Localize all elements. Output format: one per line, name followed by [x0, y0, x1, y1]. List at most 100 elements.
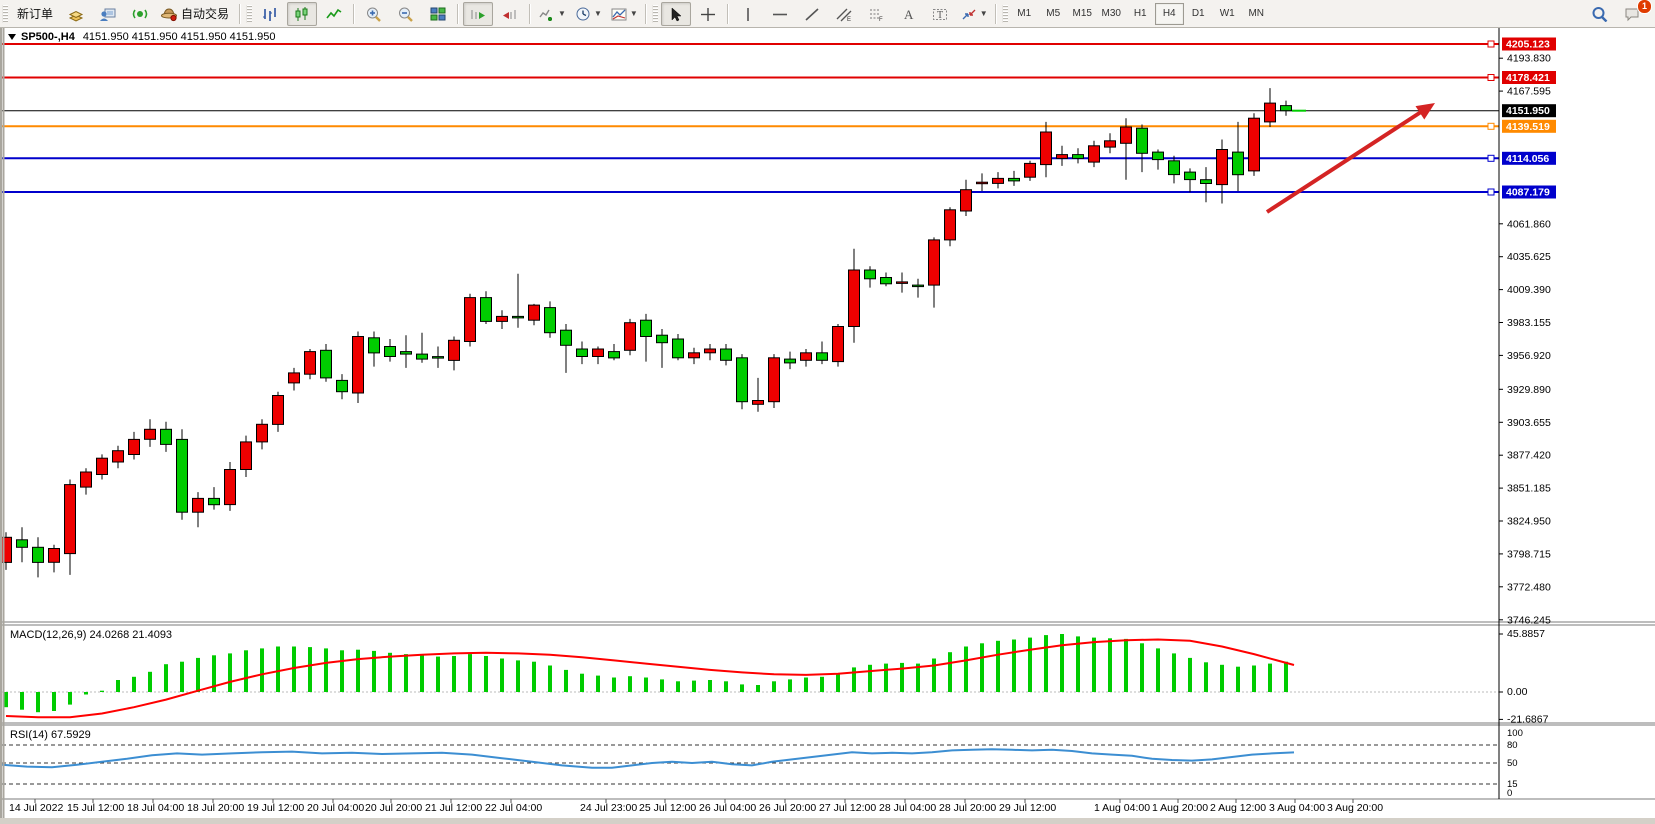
timeframe-M30-button[interactable]: M30 [1101, 8, 1121, 19]
price-tick-label: 3798.715 [1507, 548, 1551, 560]
arrows-button[interactable]: ▼ [957, 2, 991, 26]
price-tick-label: 3983.155 [1507, 317, 1551, 329]
toolbar-separator [644, 3, 647, 24]
price-tick-label: 4009.390 [1507, 284, 1551, 296]
time-tick-label: 28 Jul 20:00 [939, 802, 996, 814]
fibonacci-button[interactable]: F [861, 2, 891, 26]
timeframe-M15-button[interactable]: M15 [1072, 8, 1092, 19]
candle [480, 291, 492, 324]
macd-histogram-bar [932, 658, 936, 692]
rsi-tick-label: 50 [1507, 758, 1518, 769]
new-order-button[interactable]: 新订单 [17, 7, 54, 21]
macd-histogram-bar [244, 650, 248, 692]
signal-button[interactable] [125, 2, 155, 26]
price-line-label: 4139.519 [1502, 119, 1556, 133]
macd-histogram-bar [100, 690, 104, 692]
macd-histogram-bar [644, 677, 648, 692]
timeframe-D1-button[interactable]: D1 [1191, 8, 1205, 19]
toolbar-grip[interactable] [246, 4, 253, 23]
vertical-line-button[interactable] [733, 2, 763, 26]
toolbar-grip[interactable] [651, 4, 658, 23]
candle [1216, 139, 1228, 204]
cursor-button[interactable] [660, 1, 691, 26]
text-button[interactable]: A [893, 2, 923, 26]
timeframe-H4-button[interactable]: H4 [1154, 2, 1184, 25]
trendline-button[interactable] [797, 2, 827, 26]
macd-tick-label: 45.8857 [1507, 628, 1545, 640]
timeframe-H1-button[interactable]: H1 [1133, 8, 1147, 19]
candle [608, 344, 620, 361]
horizontal-line-button[interactable] [765, 2, 795, 26]
chevron-down-icon[interactable]: ▼ [558, 9, 566, 18]
candlestick-button[interactable] [287, 1, 318, 26]
crosshair-button[interactable] [693, 2, 723, 26]
macd-histogram-bar [1268, 663, 1272, 692]
equidistant-channel-button[interactable]: E [829, 2, 859, 26]
timeframe-M1-button[interactable]: M1 [1017, 8, 1032, 19]
collapse-triangle-icon[interactable] [8, 34, 16, 40]
trend-arrow[interactable] [1265, 103, 1435, 214]
search-icon [1592, 6, 1608, 22]
periods-button[interactable]: ▼ [571, 2, 605, 26]
macd-histogram-bar [1156, 648, 1160, 692]
price-line-label: 4087.179 [1502, 185, 1556, 199]
timeframe-M5-button[interactable]: M5 [1046, 8, 1061, 19]
chevron-down-icon[interactable]: ▼ [629, 9, 638, 18]
macd-histogram-bar [292, 646, 296, 692]
line-handle[interactable] [1487, 154, 1495, 162]
line-handle[interactable] [1487, 122, 1495, 130]
macd-histogram-bar [692, 680, 696, 692]
text-label-button[interactable]: T [925, 2, 955, 26]
candle [48, 544, 60, 573]
cursor-icon [671, 6, 682, 21]
line-chart-button[interactable] [319, 2, 349, 26]
bar-chart-icon [263, 7, 276, 21]
macd-histogram-bar [164, 664, 168, 692]
template-button[interactable]: ▼ [607, 2, 641, 26]
line-handle[interactable] [1487, 74, 1495, 81]
signal-icon [132, 9, 148, 18]
line-handle[interactable] [1487, 188, 1495, 196]
periods-icon [576, 7, 590, 20]
add-indicator-button[interactable]: ▼ [535, 2, 569, 26]
candle [144, 419, 156, 447]
macd-tick-label: -21.6867 [1507, 713, 1549, 725]
rsi-indicator-label: RSI(14) 67.5929 [10, 729, 91, 741]
candle [80, 468, 92, 495]
chevron-down-icon[interactable]: ▼ [593, 9, 602, 18]
toolbar-grip[interactable] [1001, 4, 1008, 23]
candle [496, 310, 508, 329]
macd-histogram-bar [372, 650, 376, 692]
price-chart-canvas[interactable]: 4193.830 4167.595 4061.860 4035.625 4009.390… [2, 28, 1655, 824]
macd-histogram-bar [1236, 666, 1240, 692]
chart-file-button[interactable] [61, 2, 91, 26]
candle [1072, 148, 1084, 164]
toolbar-grip[interactable] [2, 4, 8, 23]
macd-histogram-bar [740, 684, 744, 692]
auto-trading-button[interactable]: 自动交易 [157, 2, 235, 26]
chevron-down-icon[interactable]: ▼ [979, 9, 988, 18]
macd-histogram-bar [900, 662, 904, 692]
line-handle[interactable] [1487, 40, 1495, 48]
timeframe-W1-button[interactable]: W1 [1219, 8, 1235, 19]
profile-button[interactable] [93, 2, 123, 26]
bar-chart-button[interactable] [255, 2, 285, 26]
zoom-in-button[interactable] [359, 2, 389, 26]
macd-histogram-bar [20, 692, 24, 710]
macd-histogram-bar [772, 681, 776, 692]
auto-scroll-button[interactable] [463, 1, 494, 26]
price-tick-label: 4061.860 [1507, 218, 1551, 230]
search-button[interactable] [1585, 2, 1615, 26]
price-line-label: 4114.056 [1502, 151, 1556, 165]
macd-histogram-bar [260, 648, 264, 692]
chart-shift-button[interactable] [495, 2, 525, 26]
time-tick-label: 20 Jul 04:00 [307, 802, 364, 814]
toolbar-separator [726, 3, 729, 24]
time-tick-label: 3 Aug 04:00 [1269, 802, 1325, 814]
svg-text:A: A [904, 7, 914, 22]
timeframe-MN-button[interactable]: MN [1248, 8, 1264, 19]
notifications-button[interactable]: 1 [1617, 0, 1652, 26]
macd-histogram-bar [916, 663, 920, 692]
zoom-out-button[interactable] [391, 2, 421, 26]
tile-windows-button[interactable] [423, 2, 453, 26]
